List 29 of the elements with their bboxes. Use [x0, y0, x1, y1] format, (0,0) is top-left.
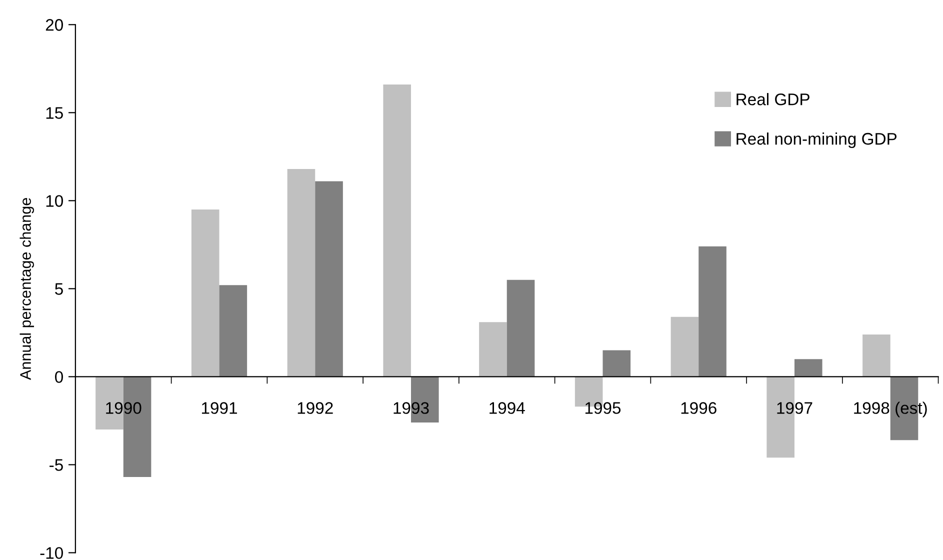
x-tick-label: 1995	[585, 402, 621, 414]
bar	[794, 359, 822, 377]
y-tick-label: 20	[46, 19, 63, 31]
x-tick-label: 1996	[681, 402, 716, 414]
y-tick-label: 15	[46, 107, 63, 119]
legend-label: Real non-mining GDP	[736, 132, 897, 148]
y-tick-label: -10	[40, 547, 63, 559]
x-tick-label: 1991	[202, 402, 237, 414]
y-tick-label: 5	[55, 283, 63, 295]
bar	[219, 285, 248, 377]
legend-label: Real GDP	[736, 93, 810, 106]
bar	[383, 84, 411, 377]
x-tick-label: 1990	[106, 402, 142, 414]
bar	[602, 350, 631, 377]
y-axis-title: Annual percentage change	[20, 198, 34, 380]
bar	[862, 334, 890, 377]
bar	[191, 209, 220, 377]
x-tick-label: 1992	[298, 402, 333, 414]
bar	[670, 316, 699, 377]
bar	[698, 246, 726, 377]
x-tick-label: 1994	[490, 402, 525, 414]
bar	[315, 181, 343, 377]
x-tick-label: 1997	[777, 402, 812, 414]
y-tick-label: 10	[46, 195, 63, 207]
y-tick-label: -5	[50, 459, 63, 471]
bar	[479, 322, 507, 377]
bar	[287, 168, 316, 377]
y-tick-label: 0	[55, 371, 63, 383]
bar	[506, 280, 535, 377]
